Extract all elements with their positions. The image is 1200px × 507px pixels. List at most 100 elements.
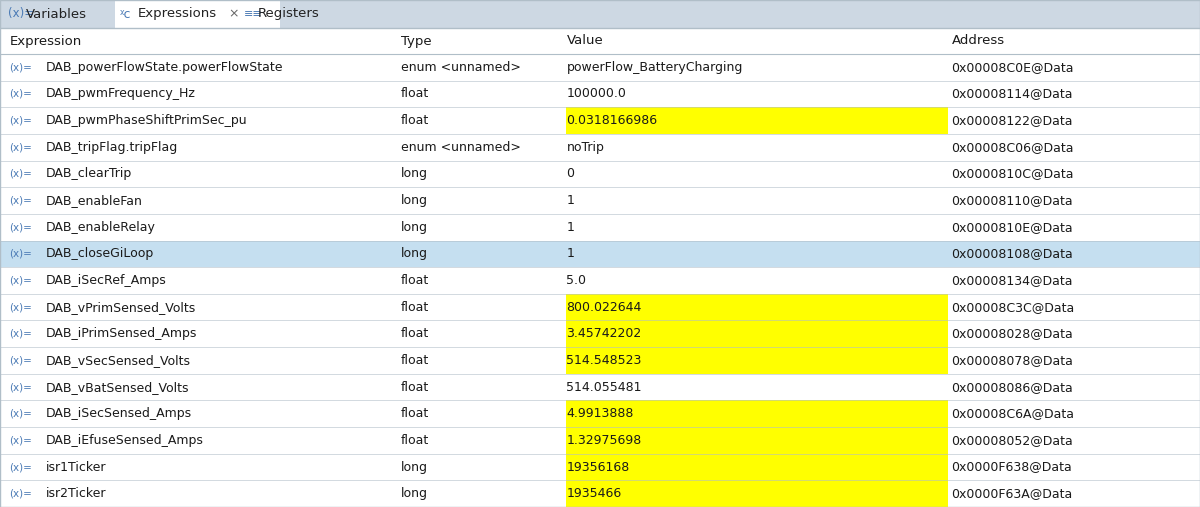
Text: 3.45742202: 3.45742202: [566, 328, 642, 340]
Text: 4.9913888: 4.9913888: [566, 407, 634, 420]
Text: (x)=: (x)=: [8, 8, 34, 20]
Text: (x)=: (x)=: [10, 355, 32, 366]
Bar: [0, 134, 1200, 161]
Text: (x)=: (x)=: [10, 222, 32, 232]
Text: DAB_iPrimSensed_Amps: DAB_iPrimSensed_Amps: [46, 328, 197, 340]
Text: Address: Address: [952, 34, 1004, 48]
Text: float: float: [401, 88, 430, 100]
Text: (x)=: (x)=: [10, 489, 32, 499]
Text: 0x0000F63A@Data: 0x0000F63A@Data: [952, 487, 1073, 500]
Text: long: long: [401, 487, 428, 500]
Text: ᵡᴄ: ᵡᴄ: [120, 8, 132, 20]
Text: (x)=: (x)=: [10, 196, 32, 205]
Text: 514.548523: 514.548523: [566, 354, 642, 367]
Bar: [566, 427, 948, 454]
Bar: [566, 347, 948, 374]
Text: ×: ×: [228, 8, 239, 20]
Bar: [0, 454, 1200, 480]
Text: Expressions: Expressions: [138, 8, 217, 20]
Text: (x)=: (x)=: [10, 382, 32, 392]
Text: DAB_vSecSensed_Volts: DAB_vSecSensed_Volts: [46, 354, 191, 367]
Text: DAB_enableFan: DAB_enableFan: [46, 194, 143, 207]
Text: (x)=: (x)=: [10, 249, 32, 259]
Text: float: float: [401, 328, 430, 340]
Bar: [0, 347, 1200, 374]
Text: 1: 1: [566, 221, 575, 234]
Text: isr1Ticker: isr1Ticker: [46, 460, 106, 474]
Text: DAB_iEfuseSensed_Amps: DAB_iEfuseSensed_Amps: [46, 434, 204, 447]
Text: DAB_pwmPhaseShiftPrimSec_pu: DAB_pwmPhaseShiftPrimSec_pu: [46, 114, 247, 127]
Bar: [566, 294, 948, 320]
Text: DAB_clearTrip: DAB_clearTrip: [46, 167, 132, 180]
Text: 0x00008114@Data: 0x00008114@Data: [952, 88, 1073, 100]
Text: 1: 1: [566, 194, 575, 207]
Bar: [566, 454, 948, 480]
Bar: [0, 374, 1200, 401]
Text: 0x00008078@Data: 0x00008078@Data: [952, 354, 1074, 367]
Text: float: float: [401, 274, 430, 287]
Text: (x)=: (x)=: [10, 116, 32, 126]
Text: long: long: [401, 221, 428, 234]
Bar: [566, 480, 948, 507]
Bar: [0, 28, 1200, 54]
Bar: [566, 107, 948, 134]
Text: long: long: [401, 194, 428, 207]
Text: float: float: [401, 114, 430, 127]
Text: float: float: [401, 354, 430, 367]
Text: enum <unnamed>: enum <unnamed>: [401, 141, 521, 154]
Text: 1.32975698: 1.32975698: [566, 434, 642, 447]
Text: Value: Value: [566, 34, 604, 48]
Bar: [0, 240, 1200, 267]
Bar: [0, 427, 1200, 454]
Bar: [0, 107, 1200, 134]
Bar: [0, 81, 1200, 107]
Text: 0x0000810E@Data: 0x0000810E@Data: [952, 221, 1073, 234]
Text: 800.022644: 800.022644: [566, 301, 642, 314]
Text: (x)=: (x)=: [10, 436, 32, 445]
Text: DAB_enableRelay: DAB_enableRelay: [46, 221, 156, 234]
Text: 5.0: 5.0: [566, 274, 587, 287]
Text: (x)=: (x)=: [10, 409, 32, 419]
Text: float: float: [401, 381, 430, 393]
Text: 0x00008C6A@Data: 0x00008C6A@Data: [952, 407, 1075, 420]
Text: float: float: [401, 301, 430, 314]
Bar: [0, 267, 1200, 294]
Text: DAB_iSecSensed_Amps: DAB_iSecSensed_Amps: [46, 407, 192, 420]
Text: ≡≡: ≡≡: [244, 9, 263, 19]
Bar: [566, 320, 948, 347]
Text: Variables: Variables: [26, 8, 88, 20]
Text: 1935466: 1935466: [566, 487, 622, 500]
Text: 514.055481: 514.055481: [566, 381, 642, 393]
Bar: [0, 294, 1200, 320]
Bar: [566, 401, 948, 427]
Bar: [0, 187, 1200, 214]
Text: (x)=: (x)=: [10, 89, 32, 99]
Text: float: float: [401, 434, 430, 447]
Text: (x)=: (x)=: [10, 142, 32, 152]
Text: (x)=: (x)=: [10, 169, 32, 179]
Text: 0x00008110@Data: 0x00008110@Data: [952, 194, 1073, 207]
Text: Registers: Registers: [258, 8, 319, 20]
Text: 0x0000F638@Data: 0x0000F638@Data: [952, 460, 1073, 474]
Text: (x)=: (x)=: [10, 329, 32, 339]
Text: DAB_pwmFrequency_Hz: DAB_pwmFrequency_Hz: [46, 88, 196, 100]
Text: Expression: Expression: [10, 34, 82, 48]
Text: (x)=: (x)=: [10, 302, 32, 312]
Text: 0x00008052@Data: 0x00008052@Data: [952, 434, 1073, 447]
Text: 0x00008134@Data: 0x00008134@Data: [952, 274, 1073, 287]
Bar: [0, 0, 1200, 28]
Text: noTrip: noTrip: [566, 141, 605, 154]
Text: (x)=: (x)=: [10, 275, 32, 285]
Text: DAB_vBatSensed_Volts: DAB_vBatSensed_Volts: [46, 381, 190, 393]
Text: 19356168: 19356168: [566, 460, 630, 474]
Text: 0x00008122@Data: 0x00008122@Data: [952, 114, 1073, 127]
Text: 0x00008C06@Data: 0x00008C06@Data: [952, 141, 1074, 154]
Text: 0x00008108@Data: 0x00008108@Data: [952, 247, 1073, 261]
Text: float: float: [401, 407, 430, 420]
Text: 0.0318166986: 0.0318166986: [566, 114, 658, 127]
Text: (x)=: (x)=: [10, 462, 32, 472]
Text: long: long: [401, 247, 428, 261]
Text: 100000.0: 100000.0: [566, 88, 626, 100]
Bar: [115, 0, 280, 28]
Text: 1: 1: [566, 247, 575, 261]
